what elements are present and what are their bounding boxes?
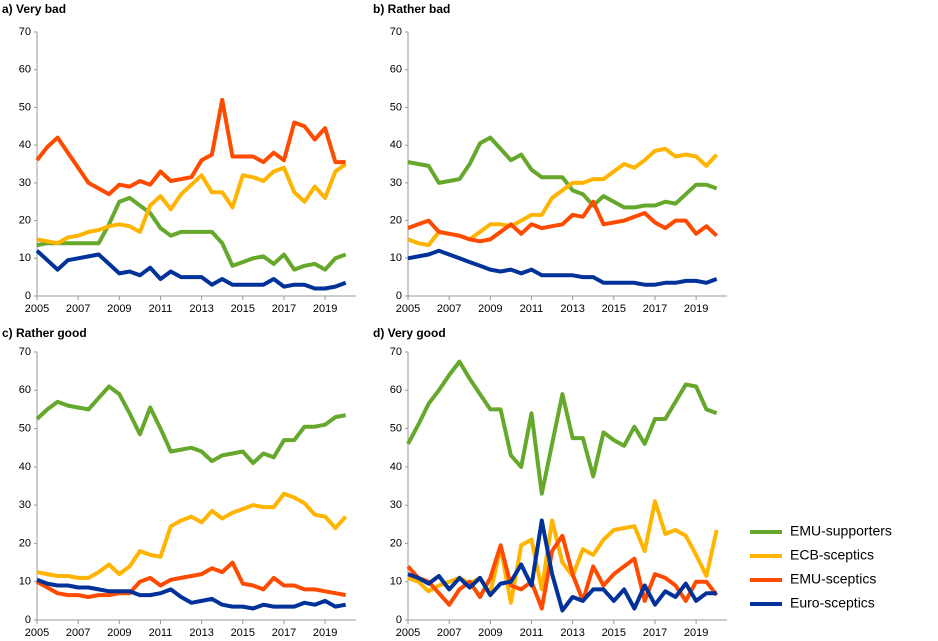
panel-title: c) Rather good bbox=[2, 326, 87, 340]
x-tick-label: 2011 bbox=[149, 303, 173, 315]
y-tick-label: 40 bbox=[19, 139, 31, 151]
legend-label: EMU-sceptics bbox=[790, 571, 876, 587]
x-tick-label: 2011 bbox=[520, 303, 544, 315]
series-line bbox=[36, 195, 347, 272]
x-tick-label: 2019 bbox=[684, 627, 708, 639]
series-line bbox=[407, 248, 718, 287]
y-tick-label: 60 bbox=[19, 64, 31, 76]
y-tick-label: 30 bbox=[390, 499, 402, 511]
y-tick-label: 20 bbox=[390, 537, 402, 549]
x-tick-label: 2009 bbox=[107, 627, 131, 639]
y-tick-label: 10 bbox=[19, 576, 31, 588]
y-tick-label: 0 bbox=[25, 614, 31, 626]
y-tick-label: 20 bbox=[19, 537, 31, 549]
x-tick-label: 2005 bbox=[25, 303, 49, 315]
series-line bbox=[406, 533, 719, 611]
x-tick-label: 2011 bbox=[149, 627, 173, 639]
series-line bbox=[407, 199, 719, 244]
x-tick-label: 2017 bbox=[643, 303, 667, 315]
legend-label: EMU-supporters bbox=[790, 523, 892, 539]
y-tick-label: 0 bbox=[25, 290, 31, 302]
y-tick-label: 40 bbox=[19, 461, 31, 473]
series-line bbox=[36, 491, 348, 580]
series-line bbox=[407, 146, 719, 248]
x-tick-label: 2013 bbox=[189, 303, 213, 315]
y-tick-label: 10 bbox=[19, 252, 31, 264]
x-tick-label: 2009 bbox=[478, 627, 502, 639]
x-tick-label: 2005 bbox=[396, 627, 420, 639]
y-tick-label: 70 bbox=[19, 346, 31, 358]
x-tick-label: 2007 bbox=[437, 627, 461, 639]
x-tick-label: 2005 bbox=[25, 627, 49, 639]
x-tick-label: 2009 bbox=[107, 303, 131, 315]
y-tick-label: 70 bbox=[19, 26, 31, 38]
series-line bbox=[35, 249, 347, 291]
x-tick-label: 2005 bbox=[396, 303, 420, 315]
y-tick-label: 0 bbox=[396, 614, 402, 626]
x-tick-label: 2019 bbox=[313, 303, 337, 315]
y-tick-label: 20 bbox=[390, 214, 402, 226]
legend-label: ECB-sceptics bbox=[790, 547, 874, 563]
y-tick-label: 50 bbox=[19, 422, 31, 434]
x-tick-label: 2017 bbox=[272, 627, 296, 639]
y-tick-label: 70 bbox=[390, 26, 402, 38]
y-tick-label: 50 bbox=[19, 101, 31, 113]
y-tick-label: 50 bbox=[390, 422, 402, 434]
x-tick-label: 2007 bbox=[66, 627, 90, 639]
series-line bbox=[36, 577, 347, 611]
panel-title: a) Very bad bbox=[2, 2, 66, 16]
y-tick-label: 20 bbox=[19, 214, 31, 226]
x-tick-label: 2007 bbox=[437, 303, 461, 315]
x-tick-label: 2007 bbox=[66, 303, 90, 315]
series-line bbox=[406, 359, 718, 496]
series-line bbox=[36, 560, 347, 599]
series-line bbox=[35, 384, 347, 465]
legend-label: Euro-sceptics bbox=[790, 595, 875, 611]
y-tick-label: 50 bbox=[390, 101, 402, 113]
x-tick-label: 2019 bbox=[313, 627, 337, 639]
x-tick-label: 2017 bbox=[272, 303, 296, 315]
x-tick-label: 2013 bbox=[560, 303, 584, 315]
series-line bbox=[407, 135, 718, 210]
y-tick-label: 30 bbox=[390, 177, 402, 189]
x-tick-label: 2009 bbox=[478, 303, 502, 315]
x-tick-label: 2013 bbox=[189, 627, 213, 639]
y-tick-label: 10 bbox=[390, 252, 402, 264]
series-line bbox=[407, 518, 717, 613]
series-line bbox=[407, 499, 719, 605]
panel-title: b) Rather bad bbox=[373, 2, 450, 16]
x-tick-label: 2015 bbox=[602, 303, 626, 315]
x-tick-label: 2013 bbox=[560, 627, 584, 639]
y-tick-label: 40 bbox=[390, 139, 402, 151]
x-tick-label: 2017 bbox=[643, 627, 667, 639]
y-tick-label: 70 bbox=[390, 346, 402, 358]
series-line bbox=[36, 162, 347, 246]
x-tick-label: 2015 bbox=[231, 303, 255, 315]
y-tick-label: 10 bbox=[390, 576, 402, 588]
y-tick-label: 30 bbox=[19, 499, 31, 511]
panel-title: d) Very good bbox=[373, 326, 446, 340]
y-tick-label: 60 bbox=[19, 384, 31, 396]
x-tick-label: 2015 bbox=[602, 627, 626, 639]
y-tick-label: 30 bbox=[19, 177, 31, 189]
series-line bbox=[35, 97, 346, 197]
y-tick-label: 60 bbox=[390, 384, 402, 396]
x-tick-label: 2015 bbox=[231, 627, 255, 639]
y-tick-label: 60 bbox=[390, 64, 402, 76]
y-tick-label: 0 bbox=[396, 290, 402, 302]
y-tick-label: 40 bbox=[390, 461, 402, 473]
x-tick-label: 2019 bbox=[684, 303, 708, 315]
x-tick-label: 2011 bbox=[520, 627, 544, 639]
